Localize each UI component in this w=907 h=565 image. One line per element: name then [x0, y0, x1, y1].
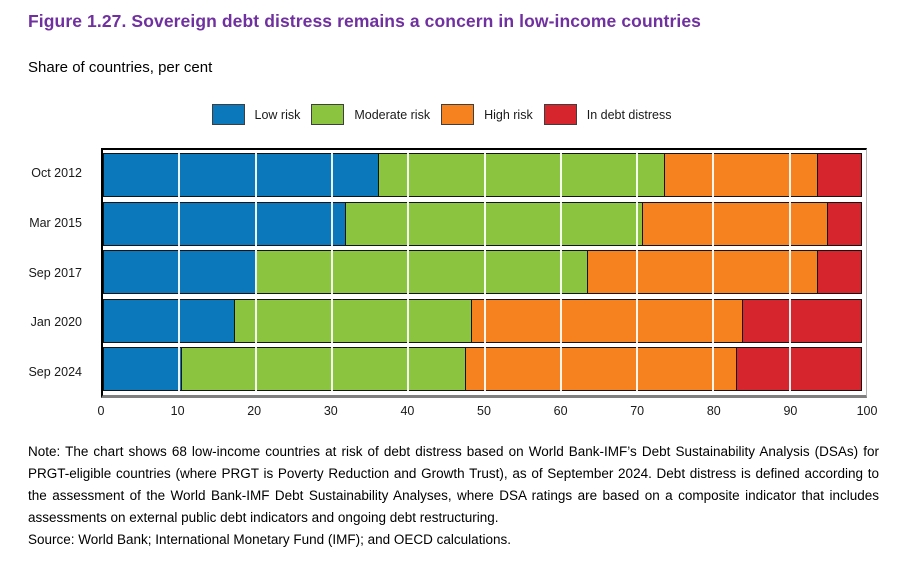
bar-rows	[103, 150, 866, 395]
segment-oct-2012-low-risk	[103, 153, 380, 197]
y-label-jan-2020: Jan 2020	[30, 315, 82, 330]
x-tick-90: 90	[783, 404, 798, 418]
x-tick-30: 30	[323, 404, 338, 418]
segment-sep-2024-low-risk	[103, 347, 183, 391]
legend-item-low-risk: Low risk	[211, 104, 301, 125]
segment-jan-2020-high-risk	[470, 298, 744, 343]
segment-jan-2020-moderate-risk	[233, 298, 472, 343]
plot-area	[101, 148, 867, 398]
high-risk-swatch-icon	[441, 104, 475, 125]
x-tick-100: 100	[856, 404, 878, 418]
x-tick-70: 70	[630, 404, 645, 418]
segment-jan-2020-low-risk	[103, 298, 235, 343]
note-text: Note: The chart shows 68 low-income coun…	[28, 444, 879, 525]
x-tick-10: 10	[170, 404, 185, 418]
y-axis-labels: Oct 2012 Mar 2015 Sep 2017 Jan 2020 Sep 2024	[0, 148, 95, 398]
x-tick-60: 60	[553, 404, 568, 418]
segment-mar-2015-high-risk	[642, 201, 829, 246]
bar-row-oct-2012	[103, 153, 866, 197]
segment-mar-2015-in-debt-distress	[827, 201, 863, 246]
figure-title: Figure 1.27. Sovereign debt distress rem…	[28, 11, 701, 31]
legend-label-low-risk: Low risk	[254, 107, 301, 122]
segment-oct-2012-moderate-risk	[378, 153, 665, 197]
source-text: Source: World Bank; International Moneta…	[28, 532, 511, 547]
legend: Low risk Moderate risk High risk In debt di…	[0, 104, 895, 125]
segment-sep-2017-moderate-risk	[255, 250, 589, 294]
low-risk-swatch-icon	[211, 104, 245, 125]
x-tick-40: 40	[400, 404, 415, 418]
y-label-sep-2024: Sep 2024	[28, 365, 82, 379]
legend-label-moderate-risk: Moderate risk	[354, 107, 431, 122]
y-label-oct-2012: Oct 2012	[31, 166, 82, 180]
y-label-mar-2015: Mar 2015	[29, 215, 82, 230]
segment-sep-2024-in-debt-distress	[735, 347, 863, 391]
x-axis: 0 10 20 30 40 50 60 70 80 90 100	[97, 404, 878, 422]
segment-jan-2020-in-debt-distress	[741, 298, 863, 343]
legend-label-in-debt-distress: In debt distress	[586, 107, 672, 122]
y-label-sep-2017: Sep 2017	[28, 265, 82, 280]
bar-row-sep-2017	[103, 250, 866, 294]
legend-label-high-risk: High risk	[484, 107, 533, 122]
legend-item-high-risk: High risk	[441, 104, 533, 125]
segment-sep-2017-high-risk	[587, 250, 819, 294]
figure-subtitle: Share of countries, per cent	[28, 59, 213, 76]
segment-sep-2017-low-risk	[103, 250, 258, 294]
segment-mar-2015-low-risk	[103, 201, 347, 246]
x-tick-0: 0	[97, 404, 105, 418]
segment-oct-2012-in-debt-distress	[817, 153, 863, 197]
legend-item-in-debt-distress: In debt distress	[543, 104, 672, 125]
segment-mar-2015-moderate-risk	[345, 201, 644, 246]
x-tick-80: 80	[706, 404, 721, 418]
segment-sep-2024-high-risk	[465, 347, 737, 391]
moderate-risk-swatch-icon	[311, 104, 345, 125]
bar-row-jan-2020	[103, 298, 866, 343]
segment-oct-2012-high-risk	[663, 153, 819, 197]
bar-row-mar-2015	[103, 201, 866, 246]
legend-item-moderate-risk: Moderate risk	[311, 104, 430, 125]
segment-sep-2017-in-debt-distress	[817, 250, 863, 294]
in-debt-distress-swatch-icon	[543, 104, 577, 125]
x-tick-20: 20	[247, 404, 262, 418]
segment-sep-2024-moderate-risk	[181, 347, 467, 391]
bar-row-sep-2024	[103, 347, 866, 391]
x-tick-50: 50	[477, 404, 491, 418]
